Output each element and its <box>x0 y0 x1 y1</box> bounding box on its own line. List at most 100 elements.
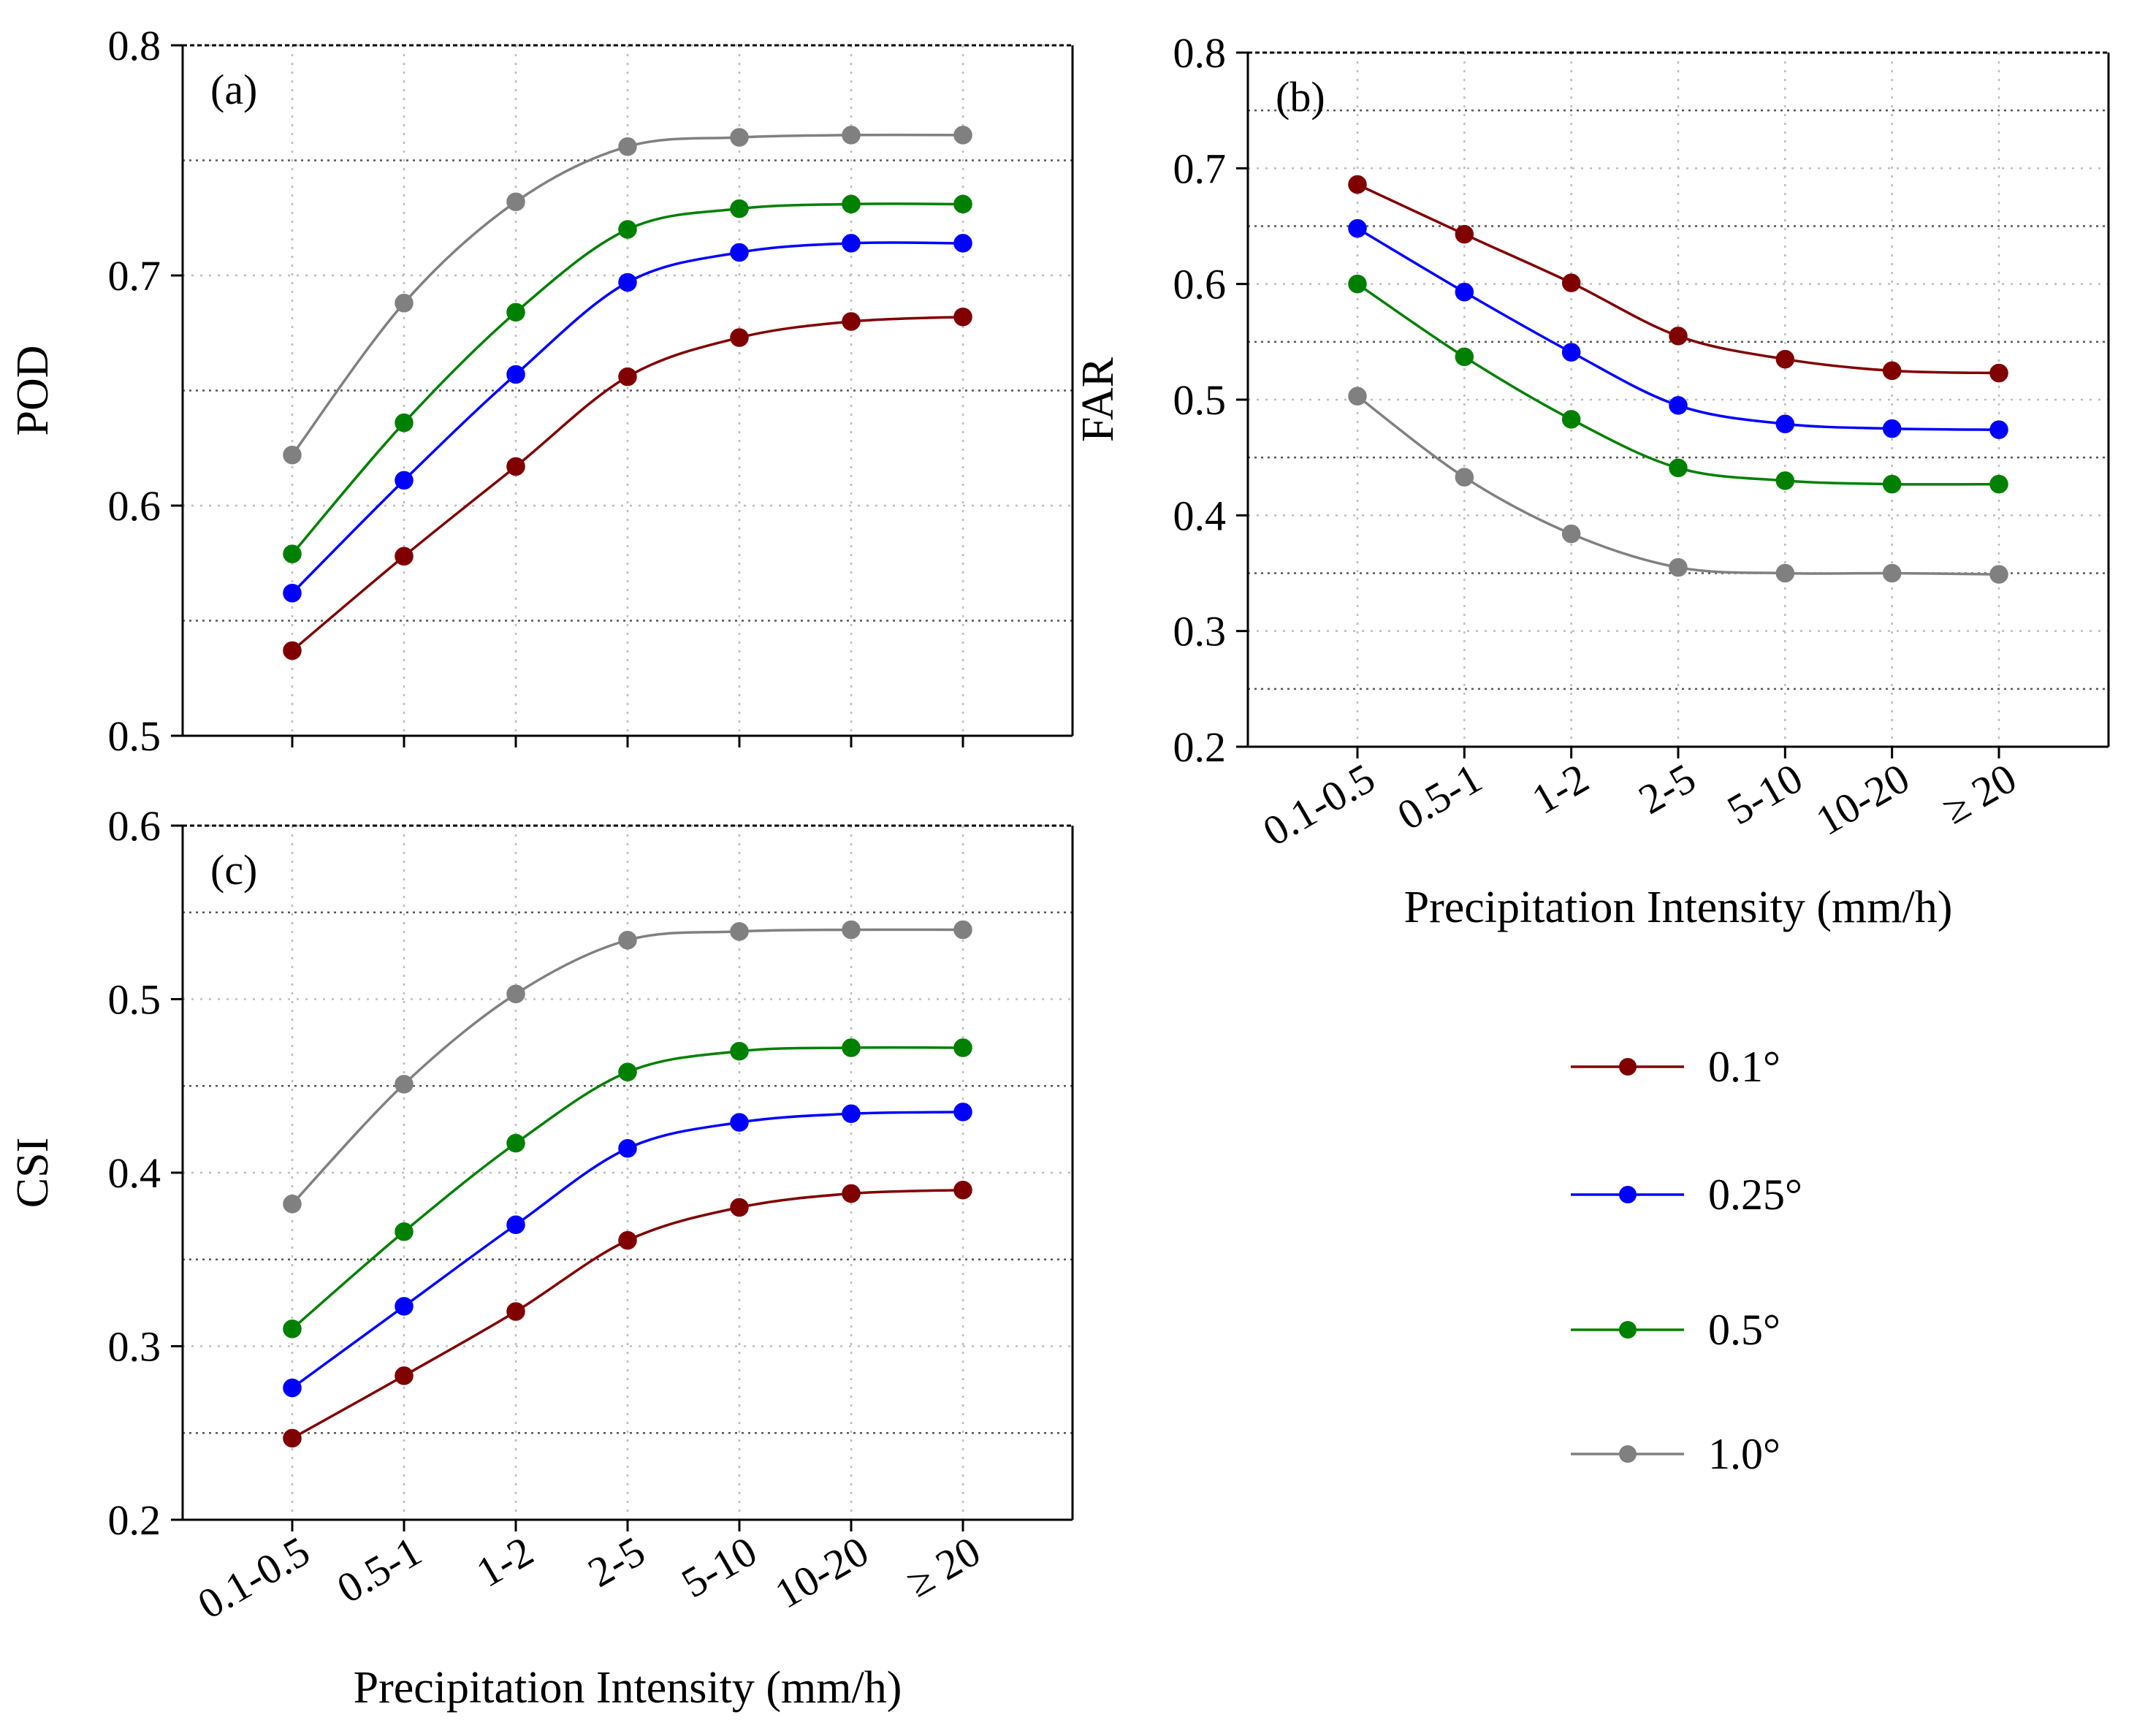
data-point <box>1989 420 2008 439</box>
data-point <box>730 922 749 941</box>
x-tick-label: 0.1-0.5 <box>190 1527 318 1628</box>
data-point <box>1348 387 1367 406</box>
data-point <box>1348 175 1367 194</box>
data-point <box>1455 283 1474 302</box>
legend-marker <box>1619 1321 1637 1339</box>
data-point <box>506 1302 525 1321</box>
series-line <box>1357 283 2000 486</box>
y-tick-label: 0.7 <box>1173 145 1227 192</box>
data-point <box>283 1378 302 1398</box>
x-tick-label: ≥ 20 <box>899 1527 989 1606</box>
data-point <box>395 471 414 490</box>
data-point <box>953 234 972 253</box>
y-tick-label: 0.3 <box>108 1323 161 1371</box>
series-0.1° <box>1348 175 2008 383</box>
x-tick-label: 0.5-1 <box>329 1527 429 1613</box>
x-axis-label: Precipitation Intensity (mm/h) <box>1404 883 1953 932</box>
data-point <box>506 365 525 384</box>
data-point <box>842 312 861 331</box>
data-point <box>618 220 637 239</box>
data-point <box>395 1075 414 1094</box>
y-tick-label: 0.5 <box>108 712 161 760</box>
data-point <box>1348 274 1367 294</box>
y-tick-label: 0.6 <box>108 482 161 530</box>
data-point <box>1989 363 2008 383</box>
data-point <box>1775 349 1795 369</box>
data-point <box>283 1320 302 1339</box>
series-0.25° <box>1348 218 2008 439</box>
legend-marker <box>1619 1186 1637 1203</box>
y-tick-label: 0.5 <box>1173 376 1227 424</box>
x-axis-label: Precipitation Intensity (mm/h) <box>354 1663 902 1713</box>
data-point <box>506 457 525 476</box>
data-point <box>618 931 637 950</box>
y-tick-label: 0.2 <box>108 1496 161 1544</box>
data-point <box>1455 347 1474 367</box>
legend-item: 0.5° <box>1571 1306 1780 1354</box>
data-point <box>1882 361 1902 381</box>
data-point <box>842 194 861 214</box>
series-0.5° <box>283 194 972 563</box>
data-point <box>730 1198 749 1217</box>
y-axis-label: POD <box>8 345 58 435</box>
y-tick-label: 0.5 <box>108 976 161 1024</box>
legend-label: 1.0° <box>1708 1430 1780 1478</box>
panel-label: (b) <box>1276 73 1325 121</box>
x-tick-label: 2-5 <box>1631 754 1703 823</box>
legend-item: 0.1° <box>1571 1043 1780 1091</box>
legend-marker <box>1619 1445 1637 1463</box>
data-point <box>1348 218 1367 238</box>
data-point <box>395 1222 414 1241</box>
data-point <box>953 194 972 214</box>
legend: 0.1° 0.25° 0.5° 1.0° <box>1571 1043 1802 1478</box>
y-tick-label: 0.6 <box>1173 261 1227 308</box>
legend-marker <box>1619 1058 1637 1076</box>
legend-item: 1.0° <box>1571 1430 1780 1478</box>
data-point <box>1989 474 2008 494</box>
data-point <box>842 126 861 145</box>
x-tick-label: 1-2 <box>468 1527 541 1596</box>
data-point <box>506 1133 525 1153</box>
series-0.1° <box>283 1181 972 1448</box>
data-point <box>1669 327 1688 346</box>
data-point <box>1989 565 2008 584</box>
data-point <box>283 1195 302 1214</box>
data-point <box>283 583 302 603</box>
x-tick-label: ≥ 20 <box>1935 754 2024 833</box>
data-point <box>1669 396 1688 415</box>
data-point <box>953 1038 972 1057</box>
data-point <box>395 547 414 566</box>
series-1.0° <box>283 126 972 465</box>
panel-label: (c) <box>210 846 257 894</box>
data-point <box>395 1366 414 1385</box>
data-point <box>842 1104 861 1123</box>
data-point <box>842 1038 861 1057</box>
legend-item: 0.25° <box>1571 1171 1802 1219</box>
x-tick-label: 1-2 <box>1524 754 1596 823</box>
y-axis-label: CSI <box>8 1138 58 1208</box>
y-tick-label: 0.8 <box>108 22 161 69</box>
data-point <box>618 1230 637 1250</box>
data-point <box>506 1215 525 1234</box>
data-point <box>1561 524 1581 544</box>
data-point <box>283 641 302 661</box>
legend-label: 0.1° <box>1708 1043 1780 1091</box>
data-point <box>730 199 749 218</box>
data-point <box>1669 557 1688 577</box>
y-tick-label: 0.4 <box>108 1149 161 1197</box>
data-point <box>730 1042 749 1061</box>
data-point <box>618 1062 637 1081</box>
y-tick-label: 0.6 <box>108 802 161 850</box>
data-point <box>1669 458 1688 478</box>
data-point <box>1775 471 1795 490</box>
panel-a-pod-chart: 0.5 0.6 0.7 0.8 POD (a) <box>8 22 1074 760</box>
data-point <box>283 1428 302 1448</box>
data-point <box>395 413 414 433</box>
data-point <box>618 137 637 156</box>
y-axis-label: FAR <box>1073 357 1123 442</box>
series-1.0° <box>283 920 972 1214</box>
data-point <box>842 1184 861 1203</box>
panel-c-csi-chart: 0.2 0.3 0.4 0.5 0.6 0.1-0.5 0.5-1 1-2 2-5 5-10 10-… <box>8 802 1074 1713</box>
legend-label: 0.25° <box>1708 1171 1802 1219</box>
